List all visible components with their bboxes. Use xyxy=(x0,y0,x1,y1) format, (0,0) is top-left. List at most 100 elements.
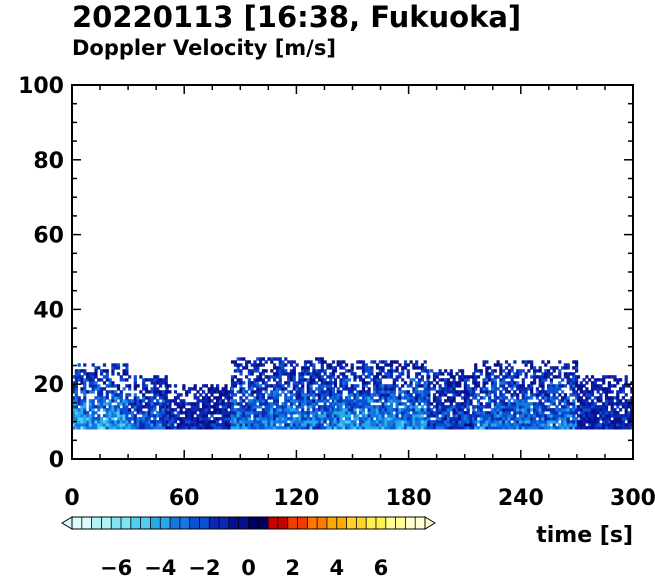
echo-cell xyxy=(444,426,448,430)
echo-cell xyxy=(527,411,531,415)
echo-cell xyxy=(490,417,495,421)
echo-cell xyxy=(518,369,523,373)
echo-cell xyxy=(401,423,405,427)
echo-cell xyxy=(347,417,351,421)
echo-cell xyxy=(284,372,288,376)
echo-cell xyxy=(364,363,368,367)
echo-cell xyxy=(387,375,391,379)
echo-cell xyxy=(563,396,567,400)
echo-cell xyxy=(94,375,98,379)
echo-cell xyxy=(569,411,573,415)
echo-cell xyxy=(446,426,451,430)
echo-cell xyxy=(389,396,394,400)
echo-cell xyxy=(159,423,163,427)
echo-cell xyxy=(312,396,316,400)
echo-cell xyxy=(616,378,620,382)
echo-cell xyxy=(575,420,579,424)
echo-cell xyxy=(100,399,104,403)
echo-cell xyxy=(496,411,500,415)
echo-cell xyxy=(270,384,274,388)
echo-cell xyxy=(364,381,368,385)
echo-cell xyxy=(306,423,310,427)
echo-cell xyxy=(168,408,172,412)
echo-cell xyxy=(315,408,319,412)
echo-cell xyxy=(122,369,126,373)
echo-cell xyxy=(156,393,160,397)
echo-cell xyxy=(619,417,623,421)
echo-cell xyxy=(504,423,509,427)
echo-cell xyxy=(599,414,603,418)
echo-cell xyxy=(224,420,228,424)
echo-cell xyxy=(301,378,305,382)
echo-cell xyxy=(74,390,78,394)
echo-cell xyxy=(221,423,225,427)
echo-cell xyxy=(602,420,606,424)
echo-cell xyxy=(91,399,95,403)
echo-cell xyxy=(261,402,265,406)
echo-cell xyxy=(133,417,137,421)
echo-cell xyxy=(541,417,545,421)
echo-cell xyxy=(463,405,467,409)
echo-cell xyxy=(452,384,456,388)
echo-cell xyxy=(281,384,285,388)
echo-cell xyxy=(533,420,537,424)
echo-cell xyxy=(415,366,419,370)
echo-cell xyxy=(389,369,394,373)
echo-cell xyxy=(555,387,559,391)
echo-cell xyxy=(575,405,579,409)
echo-cell xyxy=(306,399,310,403)
echo-cell xyxy=(420,393,424,397)
echo-cell xyxy=(224,411,228,415)
echo-cell xyxy=(168,402,172,406)
echo-cell xyxy=(253,363,257,367)
echo-cell xyxy=(535,390,539,394)
echo-cell xyxy=(513,417,517,421)
echo-cell xyxy=(298,399,302,403)
echo-cell xyxy=(86,420,90,424)
echo-cell xyxy=(221,387,225,391)
echo-cell xyxy=(432,405,437,409)
echo-cell xyxy=(128,408,132,412)
echo-cell xyxy=(590,408,595,412)
echo-cell xyxy=(513,408,517,412)
echo-cell xyxy=(482,384,486,388)
echo-cell xyxy=(292,360,296,364)
echo-cell xyxy=(499,408,503,412)
echo-cell xyxy=(74,423,78,427)
echo-cell xyxy=(438,420,442,424)
echo-cell xyxy=(111,369,115,373)
echo-cell xyxy=(417,420,422,424)
echo-cell xyxy=(317,384,322,388)
echo-cell xyxy=(538,414,542,418)
echo-cell xyxy=(572,381,576,385)
echo-cell xyxy=(239,363,243,367)
echo-cell xyxy=(153,423,157,427)
echo-cell xyxy=(427,417,431,421)
echo-cell xyxy=(150,426,154,430)
echo-cell xyxy=(387,363,391,367)
echo-cell xyxy=(345,369,349,373)
echo-cell xyxy=(389,375,394,379)
echo-cell xyxy=(247,411,251,415)
echo-cell xyxy=(303,360,308,364)
echo-cell xyxy=(378,411,382,415)
echo-cell xyxy=(97,390,101,394)
echo-cell xyxy=(356,396,360,400)
echo-cell xyxy=(616,420,620,424)
echo-cell xyxy=(518,390,523,394)
echo-cell xyxy=(469,402,473,406)
echo-cell xyxy=(207,426,211,430)
echo-cell xyxy=(72,414,76,418)
echo-cell xyxy=(538,420,542,424)
echo-cell xyxy=(502,402,506,406)
echo-cell xyxy=(284,363,288,367)
echo-cell xyxy=(91,405,95,409)
echo-cell xyxy=(566,411,570,415)
echo-cell xyxy=(530,414,534,418)
echo-cell xyxy=(292,426,296,430)
echo-cell xyxy=(435,405,439,409)
echo-cell xyxy=(613,414,617,418)
echo-cell xyxy=(604,387,609,391)
echo-cell xyxy=(242,423,246,427)
echo-cell xyxy=(613,426,617,430)
